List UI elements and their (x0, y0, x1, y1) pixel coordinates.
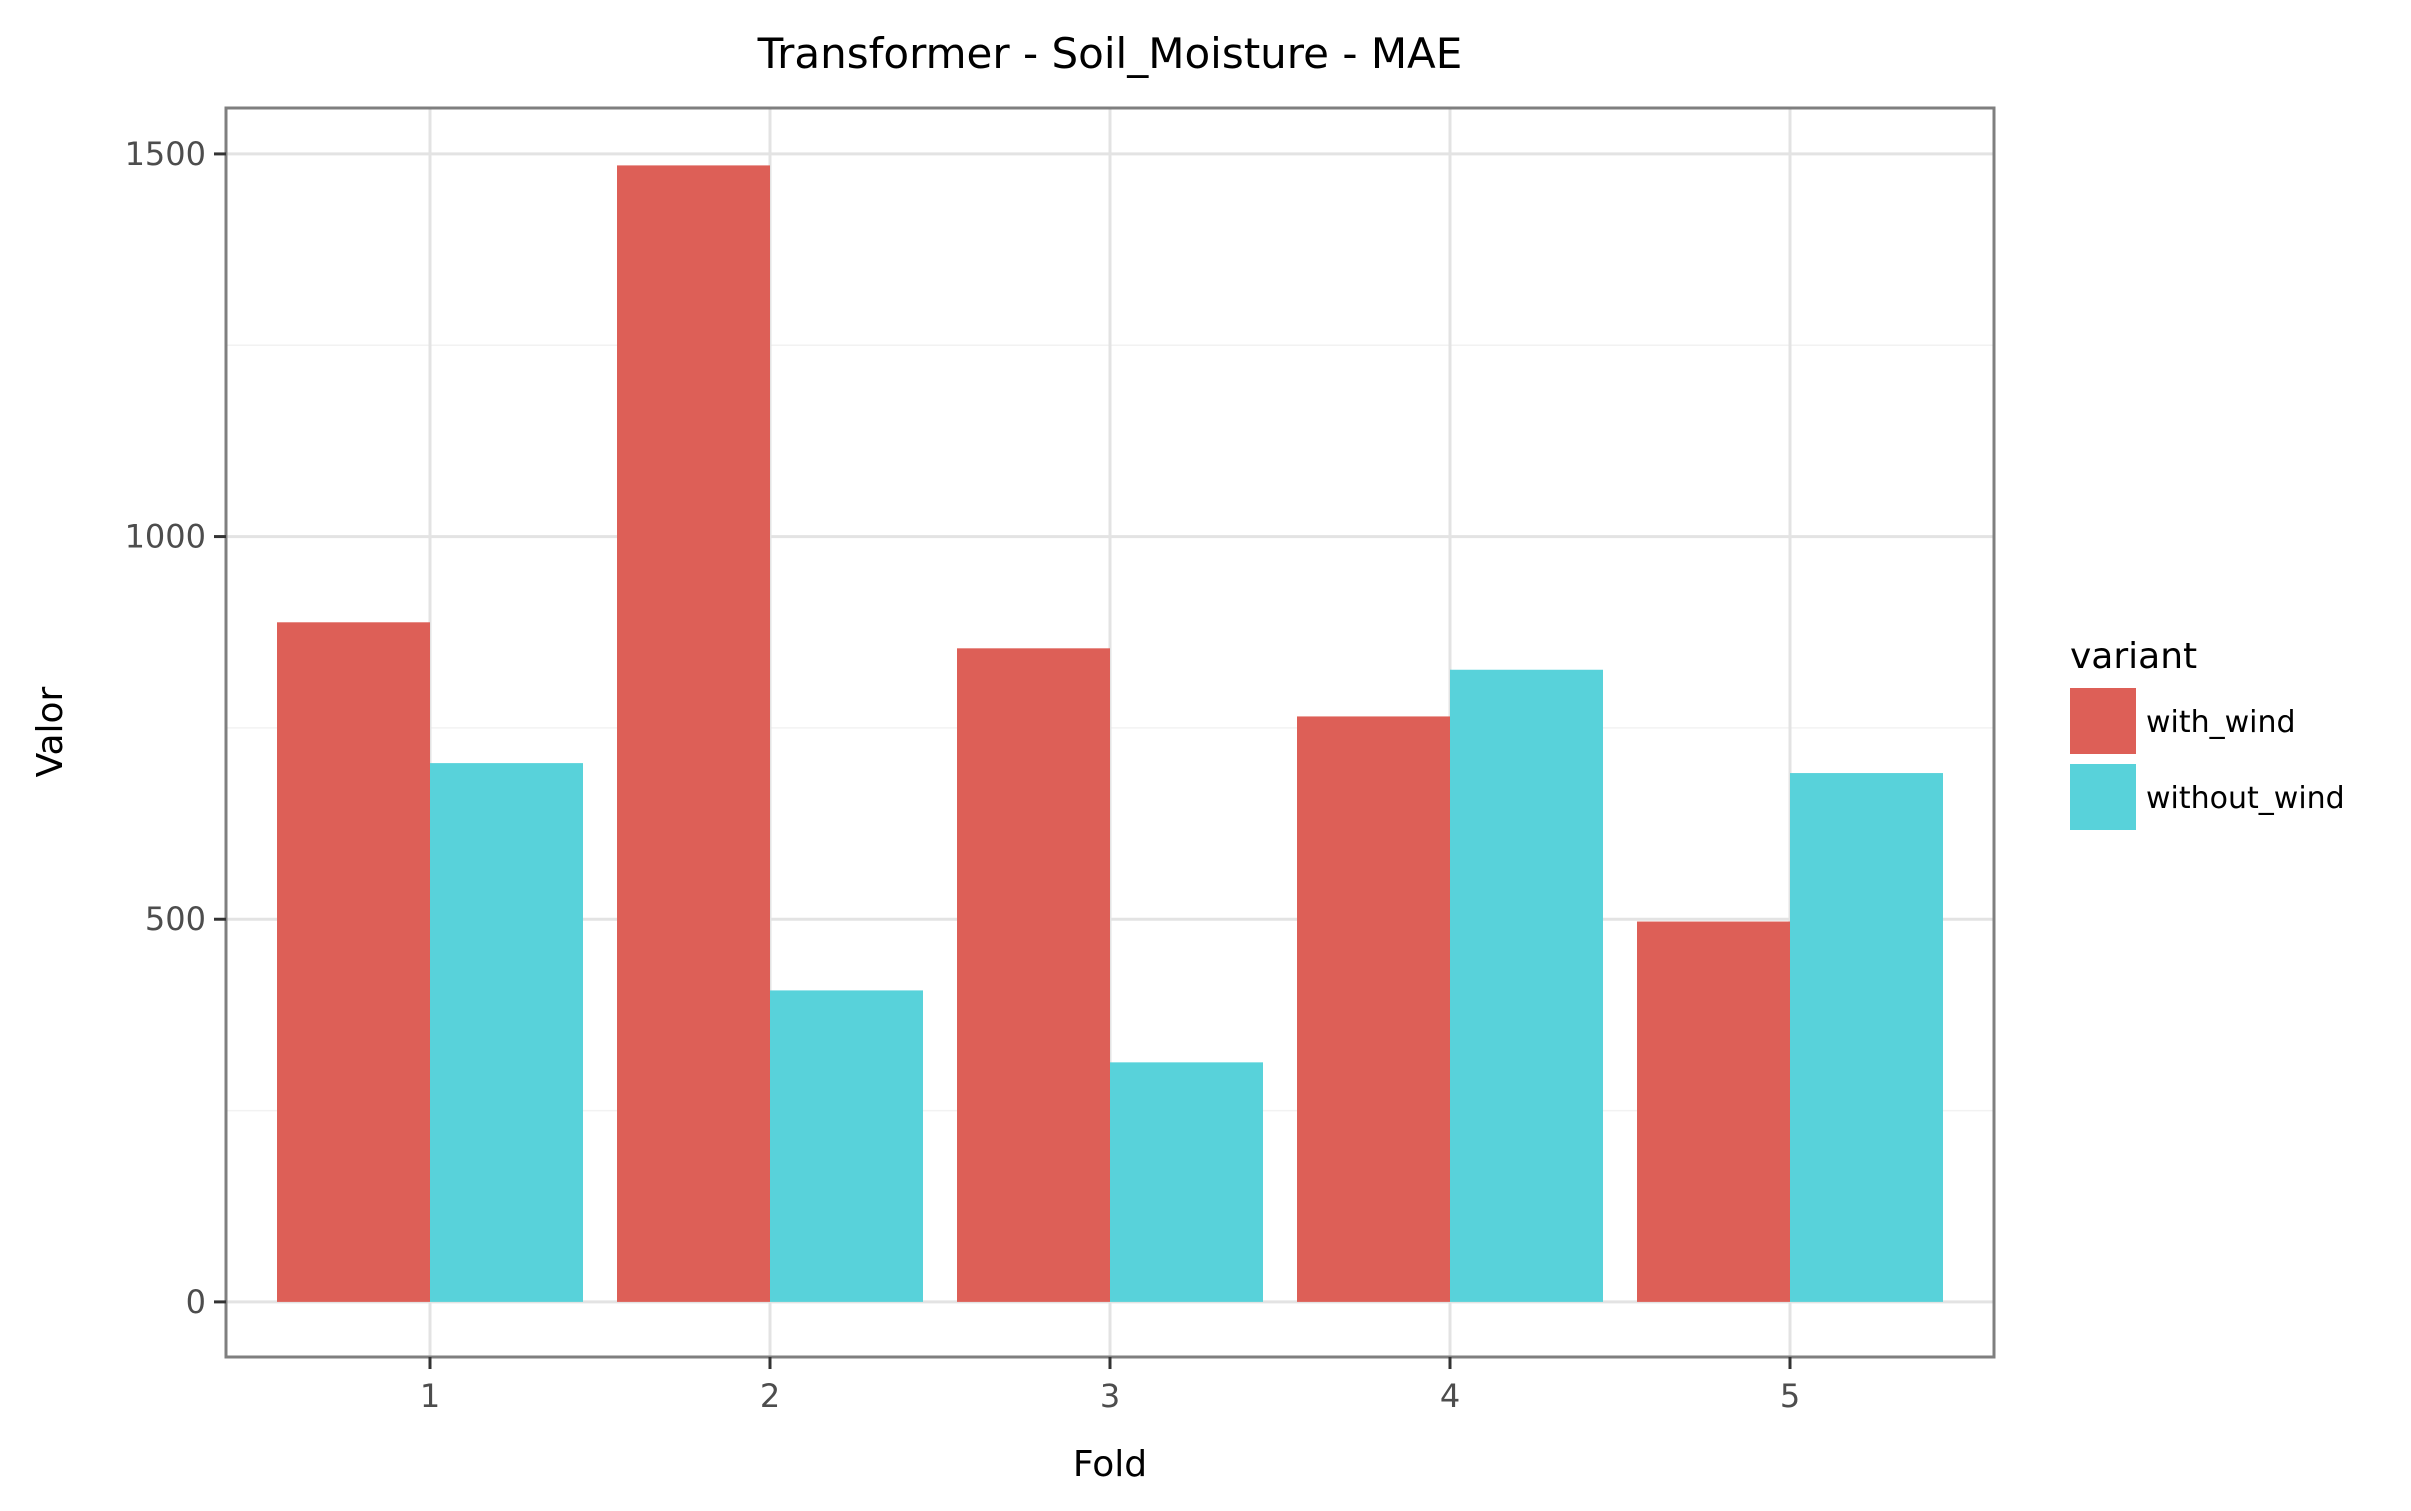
legend-title: variant (2070, 636, 2197, 677)
x-tick-label: 3 (1100, 1377, 1120, 1415)
bar-without_wind-fold-2 (770, 990, 923, 1302)
bar-without_wind-fold-3 (1110, 1062, 1263, 1302)
y-tick-label: 1000 (125, 518, 206, 556)
bar-with_wind-fold-3 (957, 648, 1110, 1302)
bar-with_wind-fold-5 (1637, 921, 1790, 1302)
legend-items: with_wind without_wind (2070, 688, 2345, 830)
bar-without_wind-fold-4 (1450, 669, 1603, 1302)
y-tick-label: 500 (145, 900, 206, 938)
chart-title: Transformer - Soil_Moisture - MAE (757, 29, 1463, 78)
bars (277, 165, 1943, 1302)
legend: variant with_wind without_wind (2070, 636, 2345, 830)
y-axis-title: Valor (30, 686, 71, 777)
legend-swatch-with_wind (2070, 688, 2136, 754)
bar-with_wind-fold-1 (277, 622, 430, 1302)
bar-without_wind-fold-5 (1790, 773, 1943, 1302)
x-tick-label: 2 (760, 1377, 780, 1415)
legend-label-without_wind: without_wind (2146, 781, 2345, 816)
x-axis: 1 2 3 4 5 (420, 1357, 1800, 1415)
bar-without_wind-fold-1 (430, 763, 583, 1302)
plot-area (224, 106, 1996, 1359)
bar-with_wind-fold-2 (617, 165, 770, 1302)
x-tick-label: 4 (1440, 1377, 1460, 1415)
y-tick-label: 0 (186, 1283, 206, 1321)
y-axis: 0 500 1000 1500 (125, 135, 226, 1321)
legend-label-with_wind: with_wind (2146, 705, 2296, 740)
y-tick-label: 1500 (125, 135, 206, 173)
x-axis-title: Fold (1073, 1444, 1147, 1485)
x-tick-label: 1 (420, 1377, 440, 1415)
x-tick-label: 5 (1780, 1377, 1800, 1415)
bar-with_wind-fold-4 (1297, 716, 1450, 1302)
legend-swatch-without_wind (2070, 764, 2136, 830)
